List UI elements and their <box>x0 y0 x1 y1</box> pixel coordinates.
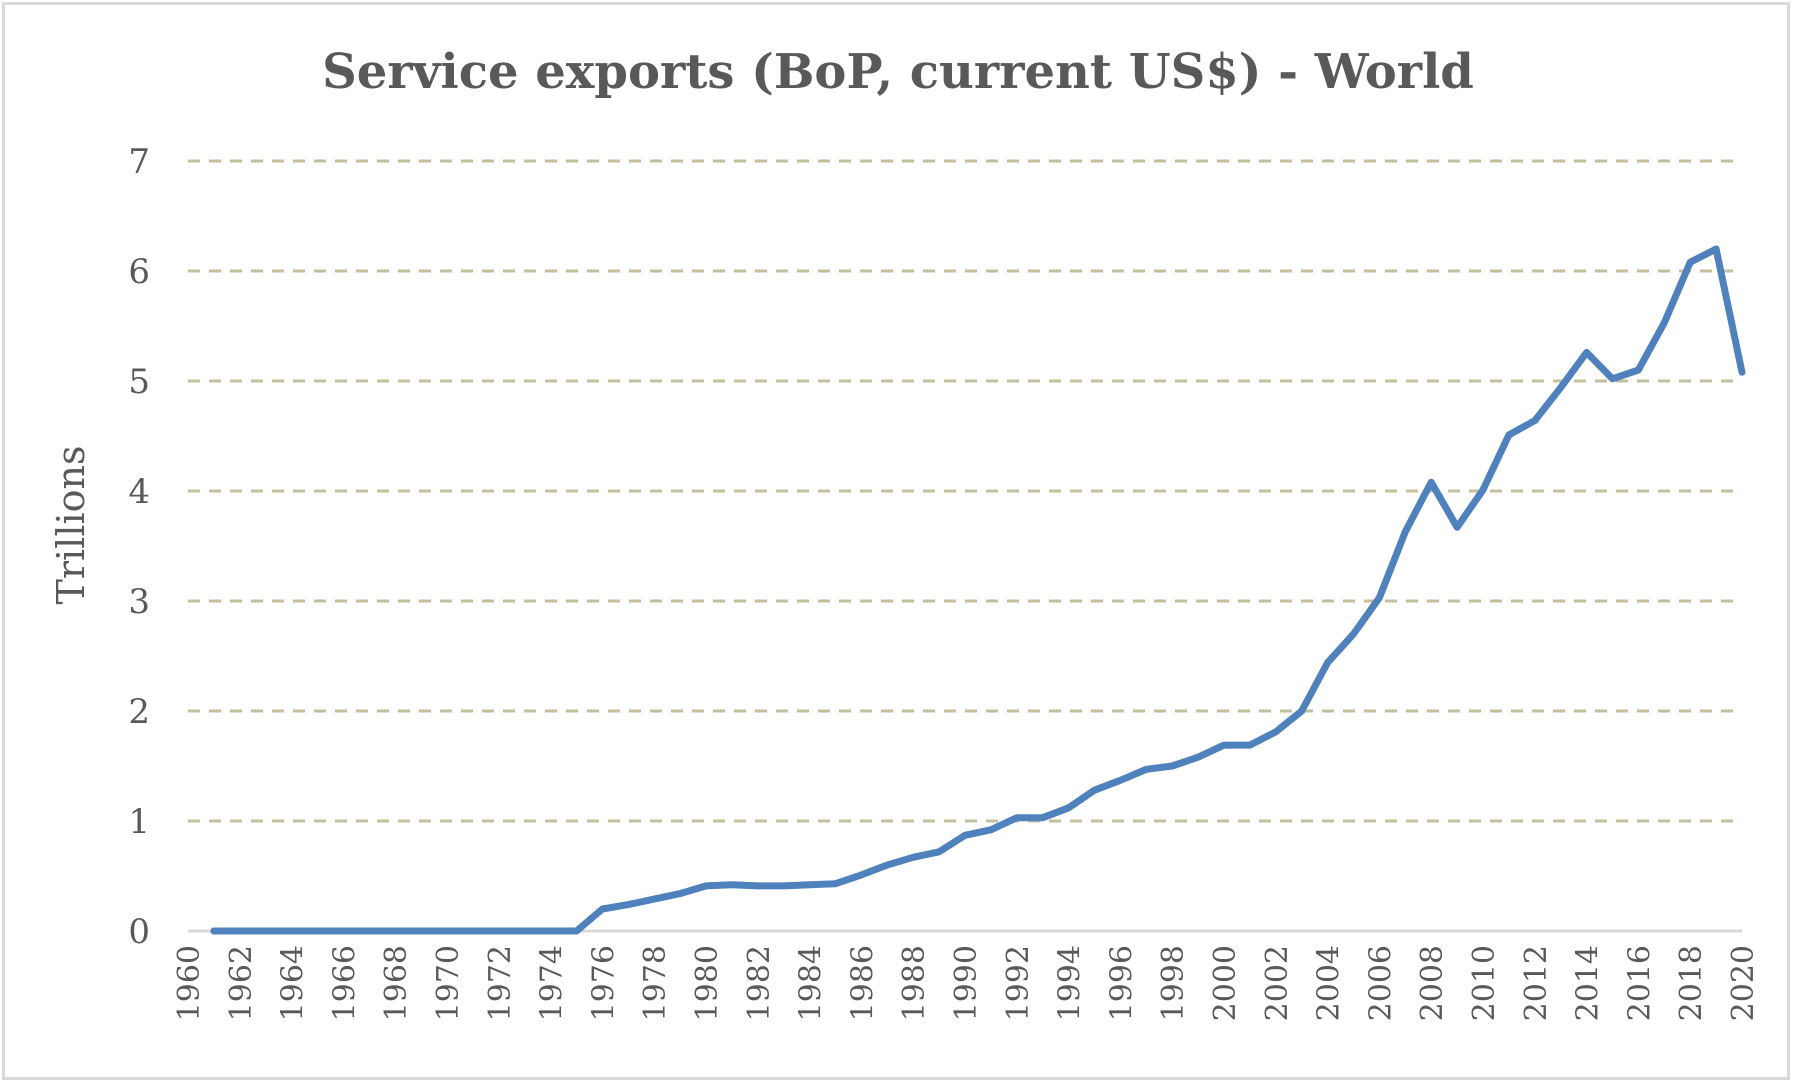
x-tick-label: 2020 <box>1726 945 1761 1021</box>
x-tick-label: 2002 <box>1260 945 1295 1021</box>
x-tick-label: 1998 <box>1156 945 1191 1021</box>
x-tick-label: 2010 <box>1467 945 1502 1021</box>
y-tick-label: 0 <box>128 912 150 952</box>
x-tick-label: 1990 <box>949 945 984 1021</box>
x-tick-label: 1960 <box>172 945 207 1021</box>
y-tick-label: 4 <box>128 472 150 512</box>
chart-title: Service exports (BoP, current US$) - Wor… <box>322 44 1474 100</box>
x-tick-label: 2004 <box>1312 945 1347 1021</box>
x-tick-label: 1980 <box>690 945 725 1021</box>
y-axis-ticks: 0 1 2 3 4 5 6 7 <box>128 142 150 952</box>
x-axis-ticks: 1960 1962 1964 1966 1968 1970 1972 1974 1976 1978… <box>172 945 1761 1021</box>
x-tick-label: 2006 <box>1363 945 1398 1021</box>
y-axis-label: Trillions <box>49 446 93 605</box>
x-tick-label: 1988 <box>897 945 932 1021</box>
x-tick-label: 2012 <box>1519 945 1554 1021</box>
y-tick-label: 3 <box>128 582 150 622</box>
y-tick-label: 2 <box>128 692 150 732</box>
y-tick-label: 5 <box>128 362 150 402</box>
x-tick-label: 1974 <box>535 945 570 1021</box>
y-tick-label: 7 <box>128 142 150 182</box>
x-tick-label: 1978 <box>638 945 673 1021</box>
x-tick-label: 1986 <box>845 945 880 1021</box>
x-tick-label: 1976 <box>586 945 621 1021</box>
x-tick-label: 1962 <box>224 945 259 1021</box>
x-tick-label: 2018 <box>1674 945 1709 1021</box>
series-layer <box>210 245 1746 935</box>
x-tick-label: 1964 <box>276 945 311 1021</box>
x-tick-label: 1982 <box>742 945 777 1021</box>
x-tick-label: 1966 <box>327 945 362 1021</box>
gridlines <box>188 159 1742 823</box>
x-tick-label: 2000 <box>1208 945 1243 1021</box>
x-tick-label: 1994 <box>1053 945 1088 1021</box>
x-tick-label: 1984 <box>794 945 829 1021</box>
y-tick-label: 6 <box>128 252 150 292</box>
x-tick-label: 2008 <box>1415 945 1450 1021</box>
x-tick-label: 1968 <box>379 945 414 1021</box>
x-tick-label: 2016 <box>1622 945 1657 1021</box>
x-tick-label: 1970 <box>431 945 466 1021</box>
x-tick-label: 1992 <box>1001 945 1036 1021</box>
x-tick-label: 1972 <box>483 945 518 1021</box>
series-line-0 <box>210 245 1746 935</box>
x-tick-label: 1996 <box>1104 945 1139 1021</box>
y-tick-label: 1 <box>128 802 150 842</box>
x-tick-label: 2014 <box>1571 945 1606 1021</box>
